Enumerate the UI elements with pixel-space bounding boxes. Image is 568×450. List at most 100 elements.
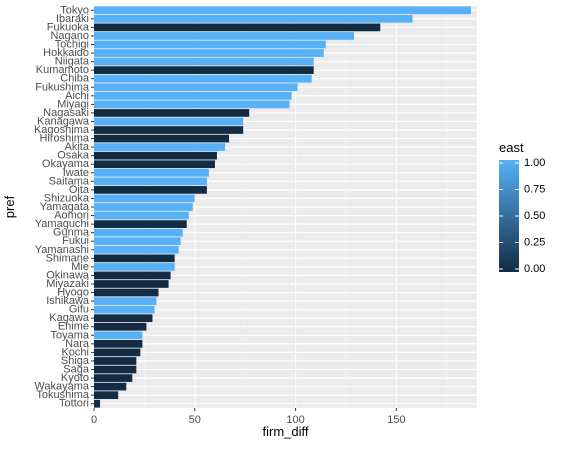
bar [94,23,381,32]
bar [94,297,157,305]
y-tick-label: Yamaguchi [35,218,89,230]
y-tick-label: Kyoto [61,372,89,384]
y-tick-label: Nara [65,338,90,350]
bar [94,280,169,288]
y-tick-label: Fukuoka [47,21,90,33]
y-tick-label: Mie [71,261,89,273]
y-tick-label: Wakayama [34,381,89,393]
y-tick-label: Kagawa [49,312,90,324]
y-tick-label: Miyagi [57,98,89,110]
y-tick-label: Shiga [61,355,90,367]
legend-tick-label: 0.50 [524,210,545,222]
y-tick-label: Hyogo [57,287,89,299]
bar [94,314,153,323]
bar [94,14,413,23]
bar [94,391,119,400]
legend-tick-label: 0.25 [524,237,545,249]
y-tick-label: Ibaraki [56,13,89,25]
bar [94,245,179,254]
legend-title: east [499,140,524,155]
bar [94,305,155,314]
bar [94,348,141,357]
y-tick-label: Saga [63,364,90,376]
x-tick-label: 150 [387,414,405,426]
bar [94,117,244,126]
legend: east 1.00 0.75 0.50 0.25 0.00 [499,140,545,275]
bar [94,40,326,49]
bar [94,186,207,194]
y-tick-label: Tochigi [55,38,89,50]
y-tick-label: Nagano [50,30,89,42]
bar [94,109,250,117]
y-tick-label: Saitama [49,175,90,187]
bar [94,126,244,134]
bar [94,263,175,271]
bar [94,203,193,211]
bar [94,49,324,57]
bar [94,322,147,331]
y-tick-label: Okayama [42,158,90,170]
x-tick-label: 50 [189,414,201,426]
y-tick-label: Oita [69,184,90,196]
bar [94,237,181,246]
y-tick-label: Aichi [65,90,89,102]
y-tick-label: Osaka [57,150,90,162]
bar [94,228,183,237]
bar [94,220,187,228]
legend-tick-label: 0.00 [524,263,545,275]
y-tick-label: Ishikawa [46,295,90,307]
bar [94,340,143,348]
y-tick-label: Kagoshima [34,124,90,136]
legend-tick-label: 0.75 [524,184,545,196]
y-tick-label: Miyazaki [46,278,89,290]
y-tick-label: Yamanashi [35,244,89,256]
bar [94,288,159,297]
bar [94,374,133,382]
bar [94,254,175,263]
bar [94,331,143,340]
y-tick-label: Fukui [62,235,89,247]
y-tick-label: Kanagawa [37,115,90,127]
y-tick-label: Akita [65,141,90,153]
legend-colorbar [499,160,519,272]
x-tick-label: 0 [91,414,97,426]
x-axis-title: firm_diff [263,424,309,439]
y-tick-label: Hiroshima [39,133,89,145]
bar [94,382,127,391]
y-tick-label: Hokkaido [43,47,89,59]
legend-tick-label: 1.00 [524,157,545,169]
y-tick-label: Kochi [61,346,89,358]
y-tick-label: Iwate [63,167,89,179]
y-tick-label: Shizuoka [44,192,90,204]
bar [94,168,209,177]
y-tick-label: Yamagata [40,201,90,213]
bar [94,6,471,15]
bar [94,66,314,74]
y-tick-label: Okinawa [46,269,90,281]
bar [94,271,171,280]
y-tick-label: Tottori [59,398,89,410]
y-tick-label: Toyama [50,329,89,341]
y-tick-label: Tokushima [36,389,89,401]
y-axis-ticks: TokyoIbarakiFukuokaNaganoTochigiHokkaido… [34,4,94,410]
bar [94,177,207,186]
bar [94,32,355,40]
y-tick-label: Fukushima [35,81,90,93]
x-tick-label: 100 [286,414,304,426]
y-tick-label: Gifu [69,304,89,316]
bar [94,91,292,100]
bar [94,57,314,66]
y-tick-label: Ehime [58,321,89,333]
y-axis-title: pref [2,195,17,218]
y-tick-label: Kumamoto [36,64,89,76]
bar [94,160,215,169]
y-tick-label: Gunma [53,227,90,239]
y-tick-label: Nagasaki [43,107,89,119]
bars [94,6,471,408]
bar [94,74,312,83]
bar [94,194,195,203]
bar [94,365,137,374]
legend-ticks: 1.00 0.75 0.50 0.25 0.00 [499,157,545,275]
x-axis-ticks: 0 50 100 150 [91,408,406,426]
